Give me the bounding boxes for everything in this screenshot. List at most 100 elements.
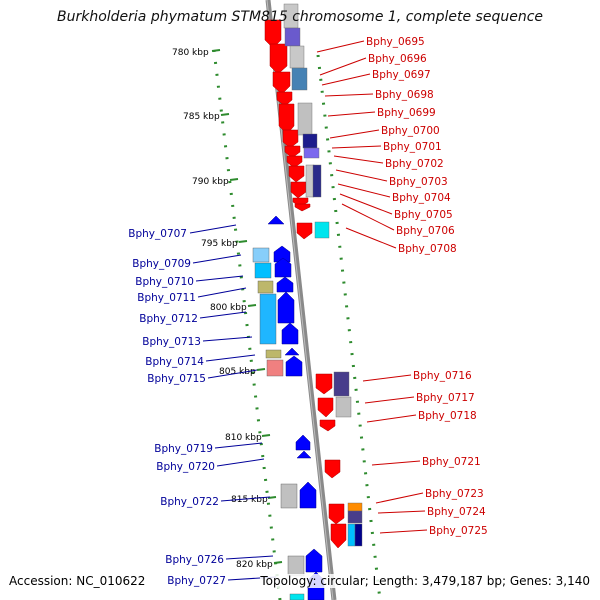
leader-Bphy_0724 (377, 510, 426, 514)
gene-label-Bphy_0707[interactable]: Bphy_0707 (128, 228, 187, 240)
gene-label-Bphy_0713[interactable]: Bphy_0713 (142, 336, 201, 348)
gene-label-Bphy_0700[interactable]: Bphy_0700 (381, 125, 440, 137)
feature-box-orange[interactable] (347, 502, 363, 512)
gene-arrow-forward[interactable] (269, 43, 288, 75)
gene-label-Bphy_0697[interactable]: Bphy_0697 (372, 69, 431, 81)
gene-arrow-reverse[interactable] (281, 322, 299, 345)
gene-arrow-forward[interactable] (286, 155, 303, 169)
ruler-label-805: 805 kbp (219, 367, 256, 377)
gene-arrow-reverse[interactable] (305, 548, 323, 573)
gene-arrow-forward[interactable] (288, 165, 305, 183)
feature-box-olive[interactable] (257, 280, 274, 294)
feature-box-salmon[interactable] (266, 359, 284, 377)
feature-box-navy[interactable] (302, 133, 318, 149)
gene-arrow-reverse[interactable] (276, 276, 294, 293)
ruler-label-785: 785 kbp (183, 112, 220, 122)
gene-label-Bphy_0718[interactable]: Bphy_0718 (418, 410, 477, 422)
accession-label: Accession: NC_010622 (9, 574, 146, 588)
gene-arrow-forward[interactable] (290, 181, 307, 199)
gene-arrow-forward[interactable] (315, 373, 333, 395)
reverse-leader-lines (189, 224, 277, 581)
gene-label-Bphy_0715[interactable]: Bphy_0715 (147, 373, 206, 385)
leader-Bphy_0703 (335, 169, 388, 182)
feature-box-olive[interactable] (265, 349, 282, 359)
feature-box-cyan[interactable] (259, 293, 277, 345)
feature-box-cyan[interactable] (289, 593, 305, 600)
leader-Bphy_0699 (327, 111, 376, 117)
ruler-track-right (316, 54, 382, 600)
gene-label-Bphy_0705[interactable]: Bphy_0705 (394, 209, 453, 221)
feature-box-purple[interactable] (333, 371, 350, 397)
gene-label-Bphy_0701[interactable]: Bphy_0701 (383, 141, 442, 153)
gene-label-Bphy_0710[interactable]: Bphy_0710 (135, 276, 194, 288)
gene-arrow-forward[interactable] (272, 71, 291, 95)
gene-arrow-reverse[interactable] (285, 355, 303, 377)
gene-label-Bphy_0719[interactable]: Bphy_0719 (154, 443, 213, 455)
feature-box-cyan[interactable] (254, 262, 272, 279)
gene-label-Bphy_0726[interactable]: Bphy_0726 (165, 554, 224, 566)
gene-label-Bphy_0712[interactable]: Bphy_0712 (139, 313, 198, 325)
gene-arrow-forward[interactable] (284, 145, 301, 159)
feature-box-blue[interactable] (291, 67, 308, 91)
gene-label-Bphy_0714[interactable]: Bphy_0714 (145, 356, 204, 368)
feature-box-grey[interactable] (287, 555, 305, 577)
gene-arrow-reverse[interactable] (273, 245, 291, 263)
ruler-label-815: 815 kbp (231, 495, 268, 505)
feature-box-cyan[interactable] (252, 247, 270, 263)
ruler-label-810: 810 kbp (225, 433, 262, 443)
leader-Bphy_0714 (205, 354, 256, 362)
gene-arrow-forward[interactable] (319, 419, 336, 432)
gene-arrow-reverse[interactable] (277, 291, 295, 324)
gene-label-Bphy_0695[interactable]: Bphy_0695 (366, 36, 425, 48)
gene-label-Bphy_0716[interactable]: Bphy_0716 (413, 370, 472, 382)
leader-Bphy_0722 (220, 496, 271, 502)
gene-arrow-reverse[interactable] (267, 215, 285, 225)
gene-label-Bphy_0704[interactable]: Bphy_0704 (392, 192, 451, 204)
gene-label-Bphy_0703[interactable]: Bphy_0703 (389, 176, 448, 188)
gene-arrow-forward[interactable] (276, 91, 293, 107)
gene-label-Bphy_0696[interactable]: Bphy_0696 (368, 53, 427, 65)
feature-box-purple[interactable] (303, 147, 320, 159)
gene-label-Bphy_0711[interactable]: Bphy_0711 (137, 292, 196, 304)
gene-arrow-forward[interactable] (294, 203, 311, 212)
gene-arrow-reverse[interactable] (284, 347, 300, 356)
feature-box-purple[interactable] (284, 27, 301, 47)
feature-box-cyan[interactable] (347, 523, 356, 547)
gene-label-Bphy_0721[interactable]: Bphy_0721 (422, 456, 481, 468)
gene-label-Bphy_0698[interactable]: Bphy_0698 (375, 89, 434, 101)
gene-label-Bphy_0722[interactable]: Bphy_0722 (160, 496, 219, 508)
feature-box-cyan[interactable] (314, 221, 330, 239)
map-title: Burkholderia phymatum STM815 chromosome … (56, 9, 543, 25)
feature-box-navy[interactable] (312, 164, 322, 198)
gene-arrow-forward[interactable] (324, 459, 341, 479)
gene-label-Bphy_0723[interactable]: Bphy_0723 (425, 488, 484, 500)
feature-box-grey[interactable] (335, 396, 352, 418)
gene-label-Bphy_0706[interactable]: Bphy_0706 (396, 225, 455, 237)
gene-label-Bphy_0727[interactable]: Bphy_0727 (167, 575, 226, 587)
feature-box-grey[interactable] (289, 45, 305, 69)
gene-label-Bphy_0709[interactable]: Bphy_0709 (132, 258, 191, 270)
feature-box-grey[interactable] (280, 483, 298, 509)
gene-label-Bphy_0717[interactable]: Bphy_0717 (416, 392, 475, 404)
feature-box-purple[interactable] (347, 510, 363, 524)
gene-arrow-forward[interactable] (328, 503, 345, 525)
gene-arrow-reverse[interactable] (299, 481, 317, 509)
gene-arrow-forward[interactable] (296, 222, 313, 240)
gene-arrow-forward[interactable] (317, 397, 334, 418)
gene-label-Bphy_0725[interactable]: Bphy_0725 (429, 525, 488, 537)
gene-label-Bphy_0724[interactable]: Bphy_0724 (427, 506, 486, 518)
gene-label-Bphy_0708[interactable]: Bphy_0708 (398, 243, 457, 255)
gene-arrow-reverse[interactable] (295, 434, 311, 451)
gene-arrow-reverse[interactable] (296, 450, 312, 459)
gene-label-Bphy_0720[interactable]: Bphy_0720 (156, 461, 215, 473)
feature-box-grey[interactable] (297, 102, 313, 136)
feature-box-navy[interactable] (354, 523, 363, 547)
gene-arrow-reverse[interactable] (274, 257, 292, 278)
gene-arrow-forward[interactable] (282, 129, 299, 149)
gene-arrow-forward[interactable] (330, 523, 347, 549)
feature-box-grey[interactable] (305, 164, 315, 198)
leader-Bphy_0709 (192, 254, 242, 264)
gene-label-Bphy_0699[interactable]: Bphy_0699 (377, 107, 436, 119)
gene-label-Bphy_0702[interactable]: Bphy_0702 (385, 158, 444, 170)
